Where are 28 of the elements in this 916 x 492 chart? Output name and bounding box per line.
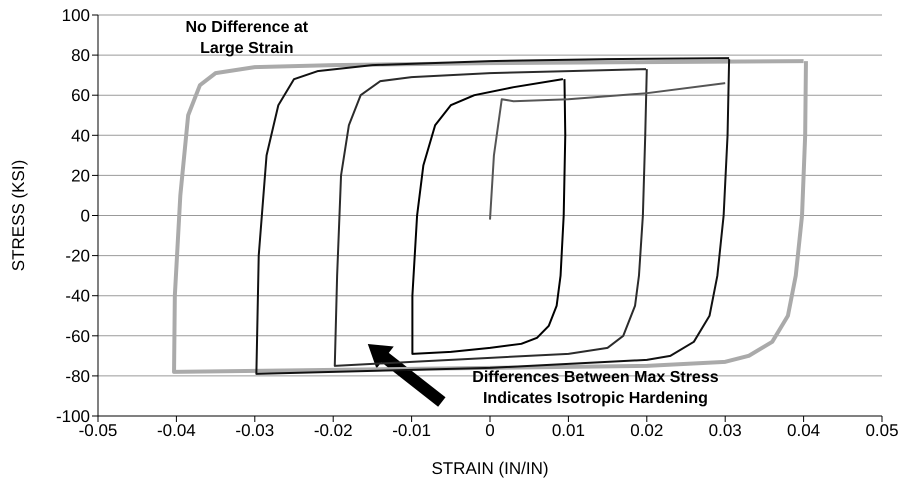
x-tick-label: 0.05	[865, 421, 899, 440]
y-tick-label: 0	[80, 206, 90, 226]
y-tick-label: 20	[71, 166, 90, 186]
y-tick-label: -60	[65, 326, 90, 346]
x-tick-label: -0.04	[157, 421, 196, 440]
x-tick-label: -0.05	[78, 421, 118, 440]
x-tick-label: 0	[485, 421, 495, 440]
y-tick-label: 100	[62, 6, 90, 26]
line-series	[334, 68, 648, 367]
y-tick-label: -20	[65, 246, 90, 266]
x-tick-label: 0.04	[787, 421, 820, 440]
x-tick-label: -0.01	[392, 421, 431, 440]
x-tick-label: 0.02	[630, 421, 664, 440]
annotation: No Difference at Large Strain	[185, 19, 309, 57]
y-tick-label: 80	[71, 46, 90, 66]
y-axis-title: STRESS (KSI)	[9, 160, 28, 272]
line-series	[489, 82, 726, 221]
y-tick-label: -80	[65, 366, 90, 386]
line-series	[411, 78, 566, 355]
x-tick-label: -0.03	[235, 421, 274, 440]
x-tick-label: -0.02	[314, 421, 353, 440]
y-tick-label: 60	[71, 86, 90, 106]
x-axis-title: STRAIN (IN/IN)	[431, 459, 549, 478]
y-tick-label: -40	[65, 286, 90, 306]
annotation: Differences Between Max Stress Indicates Isotropic Hardening	[472, 369, 719, 407]
x-tick-label: 0.01	[552, 421, 585, 440]
x-tick-label: 0.03	[708, 421, 742, 440]
y-tick-label: 40	[71, 126, 90, 146]
